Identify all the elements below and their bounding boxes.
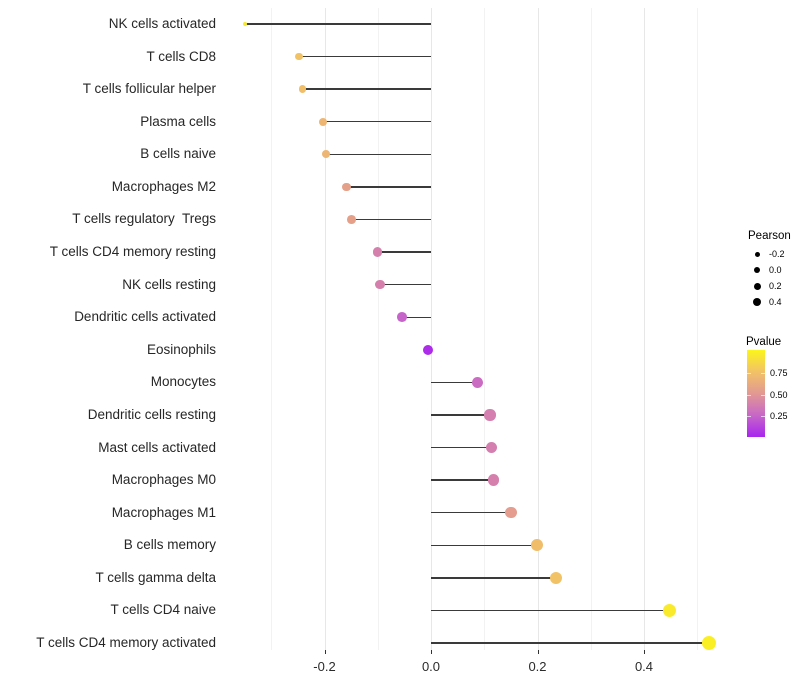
category-label: Dendritic cells activated bbox=[74, 309, 216, 325]
gridline-0.0 bbox=[431, 8, 432, 650]
legend-pearson-dot bbox=[754, 267, 760, 273]
lollipop-dot bbox=[347, 215, 357, 224]
lollipop-stick bbox=[377, 251, 431, 253]
category-label: B cells memory bbox=[123, 537, 216, 553]
lollipop-stick bbox=[244, 23, 431, 25]
lollipop-stick bbox=[302, 88, 431, 90]
x-tick-label: -0.2 bbox=[313, 659, 336, 674]
lollipop-stick bbox=[298, 55, 431, 58]
category-label: Dendritic cells resting bbox=[87, 406, 216, 422]
lollipop-dot bbox=[397, 312, 408, 323]
colorbar-tick bbox=[747, 416, 751, 417]
gridline--0.3 bbox=[271, 8, 273, 650]
gridline--0.1 bbox=[377, 8, 379, 650]
legend-pearson-label: 0.0 bbox=[769, 265, 782, 275]
legend-pearson-dot bbox=[753, 298, 761, 306]
lollipop-dot bbox=[531, 539, 543, 552]
colorbar-tick bbox=[747, 394, 751, 396]
category-label: NK cells activated bbox=[108, 16, 216, 31]
lollipop-stick bbox=[431, 609, 670, 612]
pvalue-colorbar bbox=[747, 350, 765, 437]
lollipop-dot bbox=[472, 376, 484, 388]
gridline-0.4 bbox=[644, 8, 645, 650]
lollipop-dot bbox=[295, 52, 303, 61]
x-tick-label: 0.0 bbox=[421, 659, 441, 674]
colorbar-tick bbox=[761, 373, 765, 374]
lollipop-stick bbox=[379, 283, 431, 286]
gridline-0.5 bbox=[697, 8, 699, 650]
category-label: B cells naive bbox=[140, 146, 216, 162]
lollipop-stick bbox=[431, 544, 537, 546]
colorbar-tick bbox=[747, 373, 751, 374]
category-label: Mast cells activated bbox=[98, 439, 216, 455]
category-label: Macrophages M0 bbox=[111, 472, 216, 488]
category-label: Macrophages M1 bbox=[111, 504, 216, 520]
x-tick-mark bbox=[644, 650, 645, 654]
lollipop-stick bbox=[431, 577, 557, 579]
legend-pearson-label: 0.2 bbox=[769, 281, 782, 291]
category-label: Macrophages M2 bbox=[111, 178, 216, 194]
lollipop-dot bbox=[322, 150, 331, 159]
gridline-0.1 bbox=[484, 8, 486, 650]
category-label: T cells regulatory Tregs bbox=[72, 211, 216, 227]
category-label: Plasma cells bbox=[140, 113, 216, 129]
lollipop-dot bbox=[488, 474, 500, 486]
lollipop-dot bbox=[298, 85, 307, 93]
category-label: T cells CD4 naive bbox=[110, 602, 216, 618]
lollipop-stick bbox=[431, 642, 709, 644]
x-tick-mark bbox=[431, 650, 432, 654]
colorbar-tick bbox=[761, 416, 765, 417]
category-label: T cells CD4 memory activated bbox=[36, 635, 216, 651]
category-label: T cells gamma delta bbox=[95, 569, 216, 585]
category-label: T cells CD4 memory resting bbox=[49, 244, 216, 260]
lollipop-dot bbox=[375, 279, 385, 290]
legend-pearson-dot bbox=[754, 251, 760, 257]
lollipop-dot bbox=[423, 344, 434, 355]
category-label: NK cells resting bbox=[122, 276, 216, 292]
legend-pearson-title: Pearson bbox=[748, 230, 791, 242]
lollipop-stick bbox=[431, 381, 478, 384]
lollipop-dot bbox=[484, 409, 496, 421]
lollipop-dot bbox=[341, 182, 351, 192]
gridline-0.3 bbox=[590, 8, 592, 650]
category-label: T cells CD8 bbox=[146, 48, 216, 64]
legend-pvalue-title: Pvalue bbox=[746, 336, 782, 348]
category-label: Eosinophils bbox=[146, 341, 216, 357]
x-tick-label: 0.2 bbox=[528, 659, 547, 674]
x-tick-mark bbox=[537, 650, 539, 654]
lollipop-stick bbox=[322, 121, 431, 123]
legend-pvalue-label: 0.50 bbox=[770, 389, 788, 400]
lollipop-dot bbox=[486, 441, 498, 454]
legend-pvalue-label: 0.75 bbox=[770, 368, 788, 378]
lollipop-stick bbox=[431, 414, 491, 416]
lollipop-stick bbox=[346, 186, 431, 188]
lollipop-stick bbox=[351, 218, 431, 221]
gridline-0.2 bbox=[537, 8, 539, 650]
lollipop-dot bbox=[318, 117, 327, 126]
lollipop-stick bbox=[431, 512, 511, 514]
category-label: T cells follicular helper bbox=[82, 81, 216, 97]
lollipop-dot bbox=[550, 571, 563, 584]
lollipop-dot bbox=[505, 506, 517, 519]
colorbar-tick bbox=[761, 394, 765, 396]
legend-pearson-label: 0.4 bbox=[769, 297, 782, 307]
x-tick-mark bbox=[324, 650, 326, 654]
lollipop-stick bbox=[431, 446, 492, 449]
lollipop-stick bbox=[402, 316, 431, 318]
lollipop-dot bbox=[372, 247, 382, 257]
x-tick-label: 0.4 bbox=[634, 659, 654, 674]
lollipop-stick bbox=[431, 479, 494, 481]
lollipop-stick bbox=[326, 153, 431, 155]
legend-pearson-dot bbox=[753, 282, 761, 290]
lollipop-dot bbox=[701, 636, 716, 651]
lollipop-dot bbox=[242, 22, 247, 26]
category-label: Monocytes bbox=[150, 374, 216, 390]
legend-pvalue-label: 0.25 bbox=[770, 411, 788, 421]
legend-pearson-label: -0.2 bbox=[769, 249, 785, 259]
lollipop-dot bbox=[662, 603, 677, 618]
gridline--0.2 bbox=[324, 8, 326, 650]
